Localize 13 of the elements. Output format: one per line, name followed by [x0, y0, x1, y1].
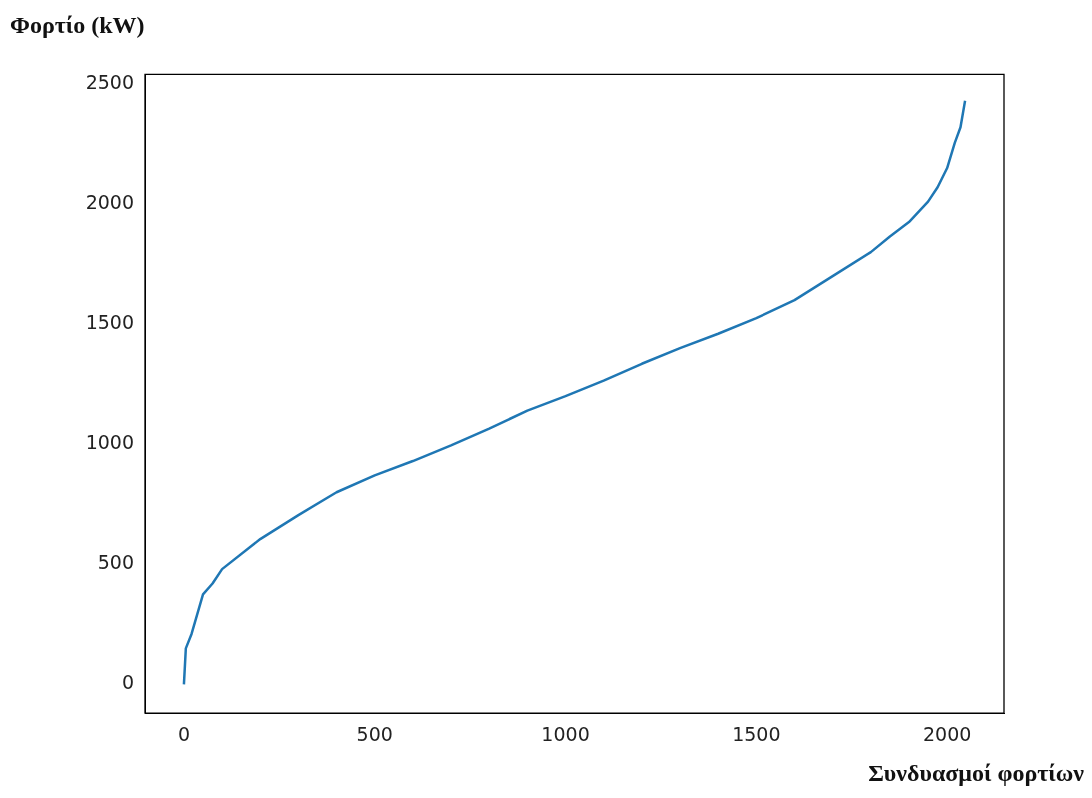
x-tick-label: 500 — [356, 722, 393, 745]
x-tick-label: 0 — [177, 722, 190, 745]
y-tick-label: 500 — [97, 551, 134, 574]
x-tick-label: 1500 — [732, 722, 781, 745]
x-tick-label: 1000 — [541, 722, 590, 745]
x-axis-title: Συνδυασμοί φορτίων — [868, 760, 1084, 787]
y-tick-label: 0 — [121, 671, 134, 694]
y-tick-label: 2000 — [85, 191, 134, 214]
y-tick-label: 2500 — [85, 70, 134, 93]
y-tick-label: 1500 — [85, 311, 134, 334]
x-tick-label: 2000 — [922, 722, 972, 745]
y-axis-title: Φορτίο (kW) — [10, 12, 145, 39]
y-tick-label: 1000 — [85, 431, 134, 454]
